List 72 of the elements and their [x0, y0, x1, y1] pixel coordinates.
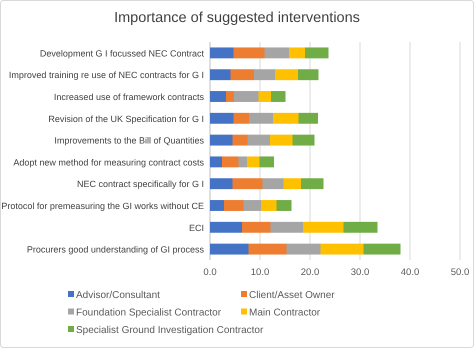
bar — [271, 91, 286, 102]
y-tick-label: Improvements to the Bill of Quantities — [54, 136, 204, 146]
bar — [276, 200, 292, 211]
x-tick-label: 10.0 — [250, 267, 270, 278]
bar — [248, 134, 270, 146]
legend-label: Advisor/Consultant — [76, 290, 160, 301]
chart-title: Importance of suggested interventions — [114, 10, 360, 26]
legend-label: Foundation Specialist Contractor — [76, 308, 222, 318]
bar — [344, 222, 378, 233]
bar — [264, 47, 289, 58]
bar — [298, 69, 318, 80]
bar — [210, 222, 242, 233]
legend-label: Client/Asset Owner — [249, 290, 336, 301]
bar — [248, 244, 286, 255]
bar — [244, 200, 261, 211]
y-tick-label: Revision of the UK Specification for G I — [48, 114, 204, 124]
bar — [303, 222, 344, 233]
legend-label: Specialist Ground Investigation Contractor — [76, 325, 264, 336]
bar — [234, 91, 258, 102]
bar — [286, 244, 320, 255]
bar — [210, 69, 230, 80]
bar — [234, 112, 249, 124]
x-tick-label: 50.0 — [450, 267, 470, 278]
bar — [226, 91, 234, 102]
bar — [210, 200, 224, 211]
x-tick-label: 30.0 — [350, 267, 370, 278]
y-tick-label: Protocol for premeasuring the GI works without CE — [1, 201, 204, 211]
x-tick-label: 40.0 — [400, 267, 420, 278]
bar — [210, 178, 232, 190]
bar — [298, 112, 318, 124]
bar — [320, 244, 364, 255]
bar — [273, 112, 298, 124]
bar — [292, 134, 314, 146]
y-tick-label: Increased use of framework contracts — [54, 92, 204, 102]
y-tick-label: ECI — [188, 222, 204, 233]
bar — [247, 156, 260, 168]
bar — [261, 200, 276, 211]
bar — [210, 156, 222, 168]
y-tick-label: NEC contract specifically for G I — [76, 179, 204, 190]
bar — [230, 69, 254, 80]
bar — [222, 156, 238, 168]
bar — [238, 156, 247, 168]
bar — [210, 91, 226, 102]
bar — [249, 112, 273, 124]
y-tick-label: Improved training re use of NEC contracts for G I — [8, 70, 204, 80]
bar — [275, 69, 298, 80]
bar — [270, 222, 303, 233]
bar — [242, 222, 270, 233]
bar — [262, 178, 284, 190]
bar — [210, 112, 234, 124]
bar — [270, 134, 292, 146]
bar — [254, 69, 275, 80]
x-tick-label: 0.0 — [203, 267, 217, 278]
bar — [234, 47, 264, 58]
bar — [260, 156, 274, 168]
legend-label: Main Contractor — [249, 308, 321, 318]
x-tick-label: 20.0 — [300, 267, 320, 278]
bar — [258, 91, 271, 102]
bar — [210, 47, 234, 58]
bar — [305, 47, 328, 58]
bar — [364, 244, 400, 255]
bar — [210, 134, 232, 146]
bar — [232, 178, 262, 190]
y-tick-label: Procurers good understanding of GI process — [26, 244, 204, 255]
y-tick-label: Adopt new method for measuring contract costs — [13, 157, 204, 168]
bar — [232, 134, 248, 146]
bar — [224, 200, 244, 211]
bar — [210, 244, 248, 255]
bar — [301, 178, 324, 190]
bar — [284, 178, 301, 190]
y-tick-label: Development G I focussed NEC Contract — [40, 48, 204, 58]
bar — [289, 47, 305, 58]
